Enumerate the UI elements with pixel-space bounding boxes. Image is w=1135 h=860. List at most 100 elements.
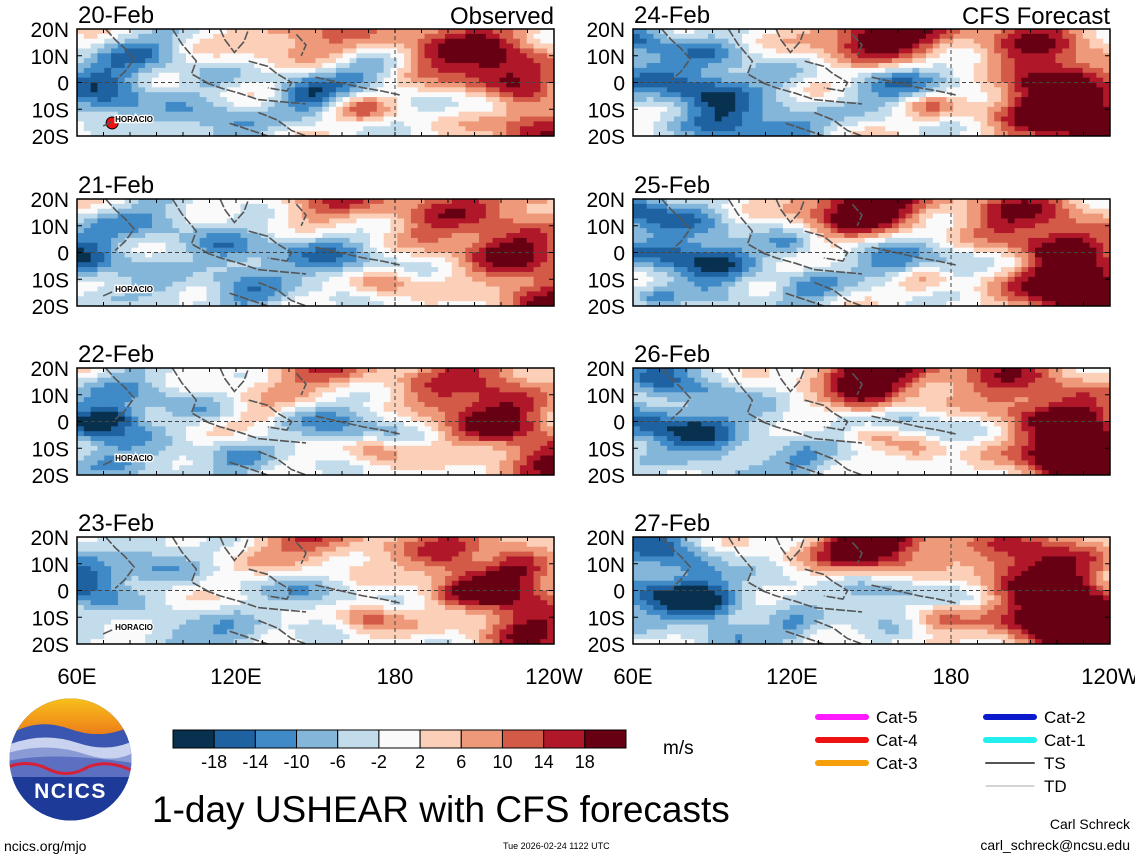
storm-label: HORACIO [115,454,153,463]
y-tick-label: 20S [32,465,69,488]
panel-date-22-Feb: 22-Feb [78,341,154,368]
coastline [258,450,307,475]
y-tick-label: 10S [588,607,625,630]
shear-field [77,29,554,136]
colorbar-tick-label: 10 [492,752,512,772]
coastline [814,619,863,644]
y-tick-label: 20S [588,634,625,657]
legend-label-td: TD [1044,777,1067,796]
y-tick-label: 10N [30,216,69,239]
coastline [205,251,307,275]
colorbar-swatch [254,729,298,749]
ncics-logo: NCICS [9,698,132,821]
coastline [219,199,250,224]
coastline [851,541,863,565]
shear-field [633,199,1110,306]
legend-label-cat-2: Cat-2 [1044,708,1086,727]
y-tick-label: 0 [613,581,625,604]
storm-track [102,460,113,466]
column-header-cfs-forecast: CFS Forecast [962,3,1110,30]
coastline [205,589,307,613]
panel-date-24-Feb: 24-Feb [634,2,710,29]
column-header-observed: Observed [450,3,554,30]
y-tick-label: 10N [30,46,69,69]
y-tick-label: 20S [588,296,625,319]
coastline [219,29,250,54]
coastline [727,199,767,256]
shear-field [77,199,554,306]
horacio-marker [105,116,119,130]
panel-date-25-Feb: 25-Feb [634,172,710,199]
coastline [171,29,211,86]
y-tick-label: 10S [588,269,625,292]
coastline [295,33,307,57]
coastline [295,372,307,396]
panel-date-27-Feb: 27-Feb [634,510,710,537]
y-tick-label: 20N [586,527,625,550]
site-link[interactable]: ncics.org/mjo [4,838,87,854]
coastline [871,584,958,605]
coastline [219,368,250,393]
logo-text: NCICS [34,780,107,803]
storm-track [102,291,113,297]
coastline [171,368,211,425]
colorbar-tick-label: -10 [284,752,310,772]
coastline [775,29,806,54]
map-panel-27-Feb: 27-Feb 20N 10N 0 10S 20S [586,510,1111,657]
legend-label-cat-5: Cat-5 [876,708,918,727]
coastline [814,281,863,306]
legend-label-ts: TS [1044,754,1066,773]
legend-label-cat-1: Cat-1 [1044,731,1086,750]
colorbar-swatch [501,729,545,749]
coastline [804,230,849,262]
y-tick-label: 10N [30,385,69,408]
colorbar-swatch [337,729,380,749]
coastline [248,399,293,431]
coastline [761,589,863,613]
legend-label-cat-3: Cat-3 [876,754,918,773]
coastline [205,420,307,444]
y-tick-label: 20N [30,527,69,550]
coastline [785,292,825,306]
coastline [295,541,307,565]
colorbar-swatch [296,729,339,749]
coastline [814,111,863,136]
coastline [229,630,269,644]
colorbar-tick-label: -2 [371,752,387,772]
author-email[interactable]: carl_schreck@ncsu.edu [980,837,1130,853]
y-tick-label: 10N [586,385,625,408]
coastline [315,76,402,97]
coastline [661,29,692,81]
coastline [775,368,806,393]
y-tick-label: 20N [586,189,625,212]
colorbar-tick-label: 2 [415,752,425,772]
colorbar-swatch [419,729,462,749]
coastline [105,199,136,251]
coastline [258,111,307,136]
coastline [804,399,849,431]
y-tick-label: 20N [30,358,69,381]
colorbar: -18 -14 -10 -6 -2 2 6 10 14 18 [172,729,627,772]
legend-label-cat-4: Cat-4 [876,731,918,750]
coastline [315,584,402,605]
map-panel-24-Feb: 24-Feb 20N 10N 0 10S 20S [586,2,1111,149]
x-tick-label: 60E [613,664,652,689]
coastline [661,199,692,251]
colorbar-swatch [172,729,215,749]
coastline [785,461,825,475]
colorbar-tick-label: 18 [575,752,595,772]
y-tick-label: 10S [32,99,69,122]
storm-label: HORACIO [115,623,153,632]
coastline [219,537,250,562]
colorbar-tick-label: -6 [330,752,346,772]
y-tick-label: 10S [32,438,69,461]
shear-field [633,368,1110,475]
map-panel-23-Feb: 23-Feb 20N 10N 0 10S 20S HORACIO [30,510,555,657]
coastline [248,60,293,92]
coastline [785,630,825,644]
colorbar-tick-label: 6 [456,752,466,772]
map-panel-22-Feb: 22-Feb 20N 10N 0 10S 20S HORACIO [30,341,555,488]
x-tick-label: 180 [377,664,414,689]
coastline [229,122,269,136]
coastline [248,568,293,600]
